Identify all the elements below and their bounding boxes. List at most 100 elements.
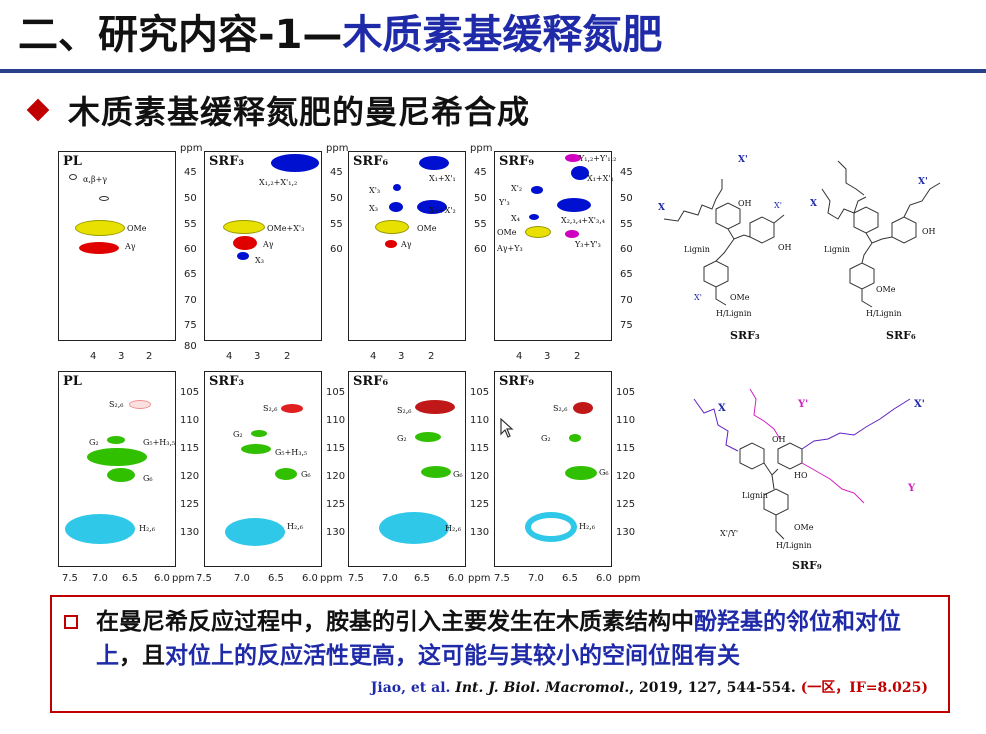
- tick-label: 6.0: [596, 573, 612, 584]
- section-heading-text: 木质素基缓释氮肥的曼尼希合成: [68, 93, 531, 131]
- group-label: X': [914, 399, 925, 410]
- nmr-contour: [87, 448, 147, 466]
- srf3-structure-drawing: [663, 179, 785, 306]
- nmr-contour: [225, 518, 285, 546]
- nmr-contour: [525, 226, 551, 238]
- tick-label: 125: [616, 499, 636, 510]
- tick-label: 120: [470, 471, 490, 482]
- structure-label: SRF₆: [886, 329, 916, 342]
- tick-label: ppm: [326, 143, 349, 154]
- group-label: X: [658, 203, 665, 213]
- x-axis-ticks: 4 3 2: [494, 351, 612, 365]
- nmr-contour: [565, 466, 597, 480]
- peak-label: G₂: [89, 438, 99, 447]
- ref-author: Jiao, et al.: [370, 680, 451, 696]
- peak-label: H₂,₆: [139, 524, 155, 533]
- tick-label: 7.0: [382, 573, 398, 584]
- tick-label: 110: [470, 415, 490, 426]
- peak-label: S₂,₆: [263, 404, 278, 413]
- group-label: X': [774, 201, 782, 210]
- peak-label: Aγ: [401, 240, 412, 249]
- nmr-panel-pl-aromatic: PL S₂,₆ G₂ G₅+H₃,₅ G₆ H₂,₆: [58, 371, 176, 567]
- tick-label: 115: [470, 443, 490, 454]
- group-label: Lignin: [684, 245, 710, 254]
- tick-label: 115: [616, 443, 636, 454]
- srf6-structure-drawing: [821, 160, 941, 308]
- group-label: X': [738, 155, 748, 165]
- nmr-contour: [75, 220, 125, 236]
- nmr-contour: [375, 220, 409, 234]
- nmr-contour: [107, 436, 125, 444]
- nmr-contour: [271, 154, 319, 172]
- section-heading: 木质素基缓释氮肥的曼尼希合成: [26, 88, 531, 132]
- tick-label: 7.0: [92, 573, 108, 584]
- tick-label: 7.5: [494, 573, 510, 584]
- x-axis-ticks: 4 3 2: [348, 351, 466, 365]
- panel-label: SRF₃: [209, 374, 245, 389]
- peak-label: OMe: [497, 228, 517, 237]
- tick-label: 120: [616, 471, 636, 482]
- nmr-contour: [529, 214, 539, 220]
- nmr-contour: [565, 154, 581, 162]
- tick-label: 2: [574, 351, 581, 362]
- group-label: X': [694, 293, 702, 302]
- group-label: Lignin: [824, 245, 850, 254]
- tick-label: 105: [470, 387, 490, 398]
- nmr-contour: [99, 196, 109, 201]
- group-label: OMe: [794, 523, 814, 532]
- nmr-contour: [385, 240, 397, 248]
- square-bullet-icon: [64, 615, 78, 629]
- tick-label: 105: [616, 387, 636, 398]
- tick-label: 110: [326, 415, 346, 426]
- tick-label: 55: [474, 219, 487, 230]
- tick-label: 3: [254, 351, 261, 362]
- group-label: H/Lignin: [716, 309, 752, 318]
- tick-label: 65: [184, 269, 197, 280]
- tick-label: 110: [180, 415, 200, 426]
- tick-label: 110: [616, 415, 636, 426]
- tick-label: 50: [474, 193, 487, 204]
- tick-label: 4: [226, 351, 233, 362]
- tick-label: ppm: [470, 143, 493, 154]
- group-label: X': [918, 177, 928, 187]
- conclusion-highlight-1: 酚羟基的邻位和对位上: [96, 609, 901, 669]
- group-label: Lignin: [742, 491, 768, 500]
- nmr-contour: [251, 430, 267, 437]
- structure-label: SRF₃: [730, 329, 760, 342]
- nmr-panel-srf9-aliphatic: SRF₉ Y₁,₂+Y'₁,₂ X₁+X'₁ X'₂ Y'₃ X₂,₃,₄+X'…: [494, 151, 616, 341]
- tick-label: 80: [184, 341, 197, 352]
- nmr-contour: [415, 400, 455, 414]
- tick-label: 6.0: [448, 573, 464, 584]
- peak-label: S₂,₆: [553, 404, 568, 413]
- conclusion-box: 在曼尼希反应过程中，胺基的引入主要发生在木质素结构中酚羟基的邻位和对位上，且对位…: [50, 595, 950, 713]
- nmr-contour: [107, 468, 135, 482]
- nmr-contour: [531, 186, 543, 194]
- x-axis-ticks: 4 3 2: [204, 351, 322, 365]
- conclusion-part-3: ，且: [119, 643, 165, 669]
- tick-label: 125: [470, 499, 490, 510]
- peak-label: G₆: [599, 468, 609, 477]
- panel-label: SRF₉: [499, 154, 535, 169]
- nmr-contour: [79, 242, 119, 254]
- tick-label: ppm: [618, 573, 641, 584]
- nmr-panel-srf6-aromatic: SRF₆ S₂,₆ G₂ G₆ H₂,₆: [348, 371, 466, 567]
- peak-label: OMe: [127, 224, 147, 233]
- tick-label: ppm: [180, 143, 203, 154]
- nmr-contour: [571, 166, 589, 180]
- peak-label: G₆: [143, 474, 153, 483]
- nmr-contour: [419, 156, 449, 170]
- conclusion-text: 在曼尼希反应过程中，胺基的引入主要发生在木质素结构中酚羟基的邻位和对位上，且对位…: [96, 605, 936, 673]
- tick-label: 50: [184, 193, 197, 204]
- peak-label: X₂,₃,₄+X'₃,₄: [561, 216, 605, 225]
- peak-label: G₆: [301, 470, 311, 479]
- x-axis-ticks-aromatic: 7.5 7.0 6.5 6.0 ppm 7.5 7.0 6.5 6.0 ppm …: [58, 573, 658, 587]
- peak-label: G₂: [541, 434, 551, 443]
- group-label: OH: [778, 243, 792, 252]
- nmr-contour: [557, 198, 591, 212]
- tick-label: 130: [470, 527, 490, 538]
- peak-label: X₂+X'₂: [429, 206, 456, 215]
- nmr-panel-srf6-aliphatic: SRF₆ X₁+X'₁ X'₃ X₃ X₂+X'₂ OMe Aγ: [348, 151, 466, 341]
- panel-label: SRF₆: [353, 374, 389, 389]
- nmr-panel-srf3-aromatic: SRF₃ S₂,₆ G₂ G₅+H₃,₅ G₆ H₂,₆: [204, 371, 322, 567]
- nmr-panel-srf3-aliphatic: SRF₃ X₁,₂+X'₁,₂ OMe+X'₃ Aγ X₃: [204, 151, 322, 341]
